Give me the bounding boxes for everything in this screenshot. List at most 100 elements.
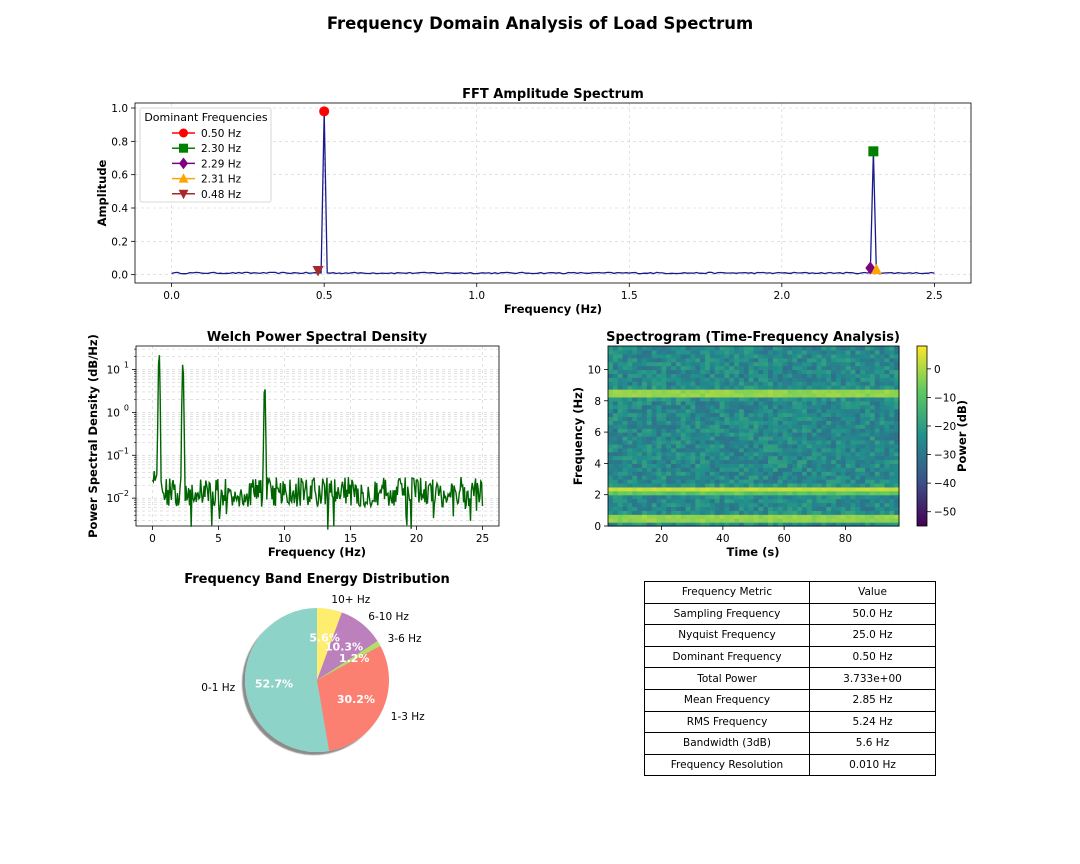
spectrogram-cell: [748, 436, 755, 441]
spectrogram-cell: [860, 424, 866, 429]
spectrogram-cell: [661, 494, 667, 500]
spectrogram-cell: [627, 420, 633, 425]
spectrogram-cell: [758, 506, 764, 511]
spectrogram-cell: [641, 439, 648, 445]
spectrogram-cell: [695, 455, 701, 461]
spectrogram-cell: [758, 486, 764, 492]
spectrogram-cell: [802, 479, 808, 484]
spectrogram-cell: [831, 443, 837, 449]
spectrogram-cell: [845, 479, 852, 484]
spectrogram-cell: [850, 518, 856, 523]
spectrogram-cell: [627, 385, 633, 390]
spectrogram-cell: [641, 420, 648, 425]
spectrogram-cell: [787, 471, 793, 476]
spectrogram-cell: [865, 416, 871, 421]
spectrogram-cell: [675, 502, 682, 508]
spectrogram-cell: [768, 467, 774, 472]
spectrogram-cell: [840, 459, 847, 464]
spectrogram-cell: [734, 416, 740, 421]
spectrogram-cell: [768, 369, 774, 374]
spectrogram-cell: [680, 463, 687, 468]
spectrogram-cell: [860, 381, 866, 386]
spectrogram-cell: [816, 408, 822, 414]
spectrogram-cell: [685, 510, 692, 515]
spectrogram-cell: [632, 479, 638, 484]
spectrogram-cell: [714, 424, 721, 429]
spectrogram-cell: [700, 408, 706, 414]
spectrogram-cell: [714, 455, 721, 461]
spectrogram-cell: [695, 518, 701, 523]
spectrogram-cell: [869, 396, 876, 402]
spectrogram-cell: [734, 510, 740, 515]
spectrogram-cell: [772, 396, 779, 402]
spectrogram-cell: [700, 400, 706, 406]
spectrogram-cell: [831, 439, 837, 445]
spectrogram-cell: [792, 385, 798, 390]
spectrogram-cell: [763, 494, 769, 500]
spectrogram-cell: [860, 486, 866, 492]
spectrogram-cell: [734, 369, 740, 374]
spectrogram-cell: [734, 490, 740, 496]
spectrogram-cell: [719, 482, 725, 488]
spectrogram-cell: [617, 373, 624, 378]
spectrogram-cell: [612, 518, 619, 523]
spectrogram-cell: [748, 518, 755, 523]
spectrogram-cell: [666, 447, 672, 453]
spectrogram-cell: [646, 353, 653, 359]
spectrogram-cell: [734, 357, 740, 363]
band-energy-pie-chart: Frequency Band Energy Distribution 0-1 H…: [184, 572, 450, 752]
spectrogram-cell: [835, 510, 842, 515]
spectrogram-cell: [690, 502, 696, 508]
colorbar-tick-label: −30: [934, 450, 956, 462]
spectrogram-cell: [661, 436, 667, 441]
spectrogram-cell: [734, 436, 740, 441]
spectrogram-cell: [632, 455, 638, 461]
spectrogram-cell: [894, 502, 900, 508]
spectrogram-cell: [617, 385, 624, 390]
spectrogram-cell: [627, 365, 633, 371]
spectrogram-cell: [608, 353, 614, 359]
spectrogram-cell: [622, 424, 628, 429]
spectrogram-cell: [753, 451, 759, 457]
spectrogram-cell: [777, 432, 784, 437]
spectrogram-cell: [671, 357, 677, 363]
spectrogram-cell: [724, 471, 730, 476]
spectrogram-cell: [787, 353, 793, 359]
spectrogram-cell: [680, 451, 687, 457]
spectrogram-cell: [646, 506, 653, 511]
spectrogram-cell: [835, 404, 842, 410]
spectrogram-cell: [811, 420, 818, 425]
spectrogram-cell: [753, 455, 759, 461]
spectrogram-cell: [821, 412, 827, 418]
spectrogram-cell: [666, 436, 672, 441]
spectrogram-cell: [695, 436, 701, 441]
spectrogram-cell: [763, 400, 769, 406]
spectrogram-cell: [894, 518, 900, 523]
spectrogram-cell: [709, 404, 716, 410]
spectrogram-cell: [690, 392, 696, 398]
spectrogram-cell: [860, 436, 866, 441]
spectrogram-cell: [695, 416, 701, 421]
spectrogram-cell: [855, 494, 861, 500]
spectrogram-cell: [869, 518, 876, 523]
spectrogram-cell: [869, 428, 876, 433]
spectrogram-cell: [772, 486, 779, 492]
spectrogram-cell: [821, 510, 827, 515]
spectrogram-cell: [816, 436, 822, 441]
spectrogram-cell: [874, 361, 881, 367]
spectrogram-cell: [685, 408, 692, 414]
spectrogram-cell: [700, 420, 706, 425]
spectrogram-cell: [831, 428, 837, 433]
spectrogram-cell: [656, 486, 662, 492]
spectrogram-cell: [772, 346, 779, 351]
spectrogram-cell: [782, 498, 789, 504]
spectrogram-cell: [889, 502, 895, 508]
spectrogram-cell: [806, 471, 813, 476]
spectrogram-cell: [685, 455, 692, 461]
spectrogram-cell: [879, 443, 886, 449]
spectrogram-cell: [806, 361, 813, 367]
spectrogram-cell: [661, 455, 667, 461]
spectrogram-cell: [627, 439, 633, 445]
spectrogram-cell: [835, 424, 842, 429]
spectrogram-cell: [840, 381, 847, 386]
